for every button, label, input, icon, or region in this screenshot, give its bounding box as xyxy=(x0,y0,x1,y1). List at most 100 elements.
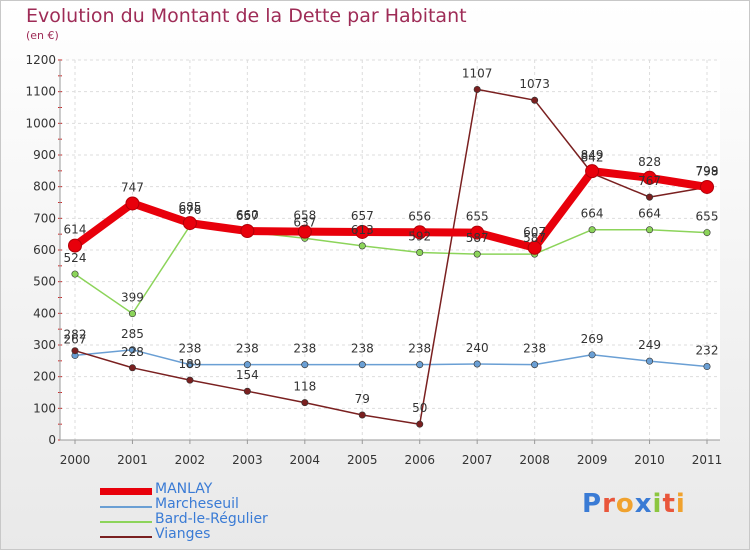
data-label-marcheseuil: 238 xyxy=(178,342,201,356)
data-point-marcheseuil xyxy=(301,361,309,369)
data-label-bard-le-regulier: 399 xyxy=(121,291,144,305)
data-point-vianges xyxy=(71,347,79,355)
data-label-bard-le-regulier: 587 xyxy=(523,231,546,245)
legend-label-bard-le-regulier: Bard-le-Régulier xyxy=(155,511,268,527)
y-tick-label: 1000 xyxy=(25,116,56,130)
data-point-manlay xyxy=(125,196,140,211)
y-tick-label: 900 xyxy=(33,148,56,162)
x-tick-label: 2011 xyxy=(692,453,723,467)
data-label-manlay: 799 xyxy=(696,164,719,178)
data-point-manlay xyxy=(297,224,312,239)
data-point-marcheseuil xyxy=(416,361,424,369)
data-label-manlay: 614 xyxy=(64,223,87,237)
data-label-bard-le-regulier: 524 xyxy=(64,251,87,265)
y-tick-label: 200 xyxy=(33,370,56,384)
data-point-bard-le-regulier xyxy=(416,249,424,257)
data-point-marcheseuil xyxy=(358,361,366,369)
y-tick-label: 500 xyxy=(33,275,56,289)
data-point-manlay xyxy=(240,224,255,238)
data-label-bard-le-regulier: 664 xyxy=(581,207,604,221)
y-tick-label: 0 xyxy=(48,433,56,447)
x-tick-label: 2009 xyxy=(577,453,608,467)
data-label-marcheseuil: 232 xyxy=(696,344,719,358)
x-tick-label: 2002 xyxy=(175,453,206,467)
data-label-manlay: 657 xyxy=(351,209,374,223)
data-point-marcheseuil xyxy=(186,361,194,369)
data-label-manlay: 828 xyxy=(638,155,661,169)
data-point-bard-le-regulier xyxy=(703,229,711,237)
data-point-vianges xyxy=(358,411,366,419)
data-label-manlay: 747 xyxy=(121,180,144,194)
data-label-bard-le-regulier: 657 xyxy=(236,209,259,223)
data-point-manlay xyxy=(68,238,82,253)
series-line-marcheseuil xyxy=(74,349,708,368)
chart-title: Evolution du Montant de la Dette par Hab… xyxy=(26,5,467,27)
y-tick-label: 700 xyxy=(33,211,56,225)
data-point-bard-le-regulier xyxy=(473,250,481,258)
data-label-manlay: 656 xyxy=(408,209,431,223)
data-label-marcheseuil: 238 xyxy=(351,342,374,356)
data-point-manlay xyxy=(470,225,485,240)
data-label-marcheseuil: 269 xyxy=(581,332,604,346)
data-point-marcheseuil xyxy=(243,361,251,369)
data-point-vianges xyxy=(646,193,654,201)
legend-swatch-vianges xyxy=(100,536,152,538)
legend-swatch-bard-le-regulier xyxy=(100,521,152,523)
x-tick-label: 2003 xyxy=(232,453,263,467)
x-tick-label: 2007 xyxy=(462,453,493,467)
data-label-vianges: 50 xyxy=(412,401,427,415)
data-label-marcheseuil: 240 xyxy=(466,341,489,355)
data-point-vianges xyxy=(186,376,194,384)
series-line-vianges xyxy=(74,88,708,425)
data-label-manlay: 660 xyxy=(236,208,259,222)
data-point-bard-le-regulier xyxy=(358,242,366,250)
data-label-marcheseuil: 238 xyxy=(236,342,259,356)
proxiti-logo: Proxiti xyxy=(582,489,686,519)
data-label-vianges: 842 xyxy=(581,150,604,164)
y-tick-label: 100 xyxy=(33,401,56,415)
data-label-vianges: 767 xyxy=(638,174,661,188)
series-line-bard-le-regulier xyxy=(74,225,708,315)
data-label-marcheseuil: 249 xyxy=(638,338,661,352)
legend-label-marcheseuil: Marcheseuil xyxy=(155,496,239,512)
data-label-marcheseuil: 238 xyxy=(408,342,431,356)
data-label-manlay: 685 xyxy=(178,200,201,214)
data-point-manlay xyxy=(642,170,657,185)
y-tick-label: 300 xyxy=(33,338,56,352)
data-point-marcheseuil xyxy=(588,351,596,359)
data-label-vianges: 1073 xyxy=(519,77,550,91)
data-point-marcheseuil xyxy=(703,363,711,371)
data-point-vianges xyxy=(416,420,424,428)
data-label-manlay: 658 xyxy=(293,209,316,223)
legend-label-vianges: Vianges xyxy=(155,526,211,542)
data-label-vianges: 282 xyxy=(64,328,87,342)
data-label-vianges: 228 xyxy=(121,345,144,359)
data-label-vianges: 79 xyxy=(355,392,370,406)
data-label-bard-le-regulier: 592 xyxy=(408,230,431,244)
data-point-manlay xyxy=(355,224,370,239)
data-point-vianges xyxy=(473,85,481,93)
chart-subtitle: (en €) xyxy=(26,29,59,42)
data-label-marcheseuil: 267 xyxy=(64,332,87,346)
data-label-marcheseuil: 238 xyxy=(293,342,316,356)
data-point-vianges xyxy=(128,364,136,372)
y-tick-label: 1100 xyxy=(25,85,56,99)
data-point-marcheseuil xyxy=(128,346,136,354)
data-point-vianges xyxy=(301,399,309,407)
data-point-manlay xyxy=(585,164,600,179)
data-label-bard-le-regulier: 613 xyxy=(351,223,374,237)
x-tick-label: 2000 xyxy=(60,453,91,467)
data-point-marcheseuil xyxy=(646,357,654,365)
data-point-bard-le-regulier xyxy=(128,310,136,318)
data-point-marcheseuil xyxy=(531,361,539,369)
legend-swatch-marcheseuil xyxy=(100,506,152,508)
data-point-bard-le-regulier xyxy=(71,270,79,278)
data-point-manlay xyxy=(700,179,714,194)
data-label-marcheseuil: 238 xyxy=(523,342,546,356)
data-label-bard-le-regulier: 655 xyxy=(696,210,719,224)
data-label-vianges: 118 xyxy=(293,380,316,394)
data-point-bard-le-regulier xyxy=(646,226,654,234)
x-tick-label: 2010 xyxy=(634,453,665,467)
data-label-bard-le-regulier: 587 xyxy=(466,231,489,245)
